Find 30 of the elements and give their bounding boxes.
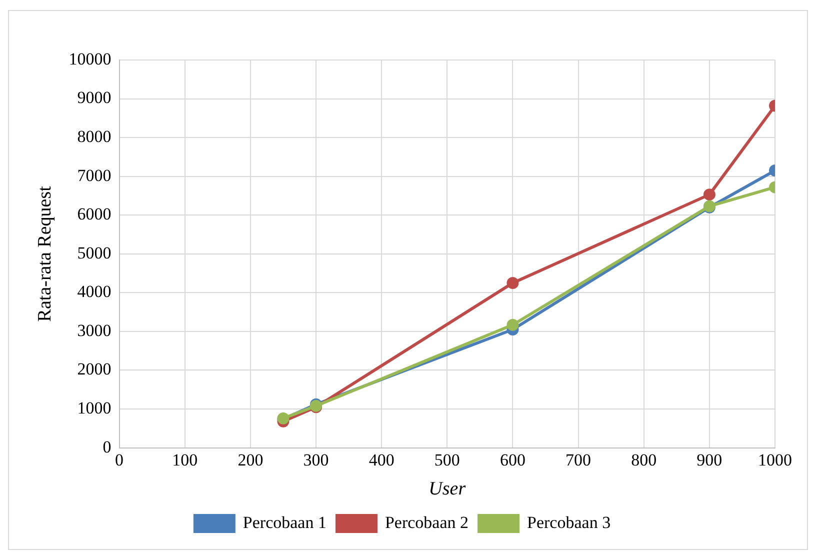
- y-tick-label: 2000: [77, 360, 112, 379]
- legend-label: Percobaan 1: [242, 512, 326, 532]
- x-tick-label: 700: [566, 450, 592, 470]
- y-tick-label: 0: [102, 437, 112, 456]
- y-tick-label: 10000: [68, 49, 112, 68]
- x-tick-label: 200: [238, 450, 264, 470]
- x-tick-label: 100: [172, 450, 198, 470]
- y-tick-label: 5000: [77, 243, 112, 262]
- y-tick-label: 4000: [77, 282, 112, 302]
- point: [703, 188, 716, 201]
- y-tick-label: 6000: [77, 204, 112, 224]
- point: [506, 318, 519, 331]
- y-tick-label: 1000: [77, 398, 112, 418]
- y-tick-label: 8000: [77, 127, 112, 146]
- x-tick-label: 300: [303, 450, 329, 470]
- y-axis-title: Rata-rata Request: [34, 185, 56, 322]
- y-tick-label: 9000: [77, 88, 112, 108]
- x-tick-label: 800: [631, 450, 657, 470]
- x-tick-label: 0: [115, 450, 124, 470]
- legend-label: Percobaan 2: [384, 512, 469, 532]
- x-axis-title: User: [428, 478, 466, 500]
- x-tick-label: 900: [696, 450, 722, 470]
- y-tick-label: 7000: [77, 166, 112, 185]
- point: [506, 276, 519, 289]
- x-tick-label: 600: [500, 450, 526, 470]
- x-tick-label: 500: [434, 450, 460, 470]
- x-tick-label: 400: [368, 450, 394, 470]
- legend-label: Percobaan 3: [527, 512, 611, 532]
- y-tick-label: 3000: [77, 320, 112, 340]
- x-tick-label: 1000: [758, 450, 792, 470]
